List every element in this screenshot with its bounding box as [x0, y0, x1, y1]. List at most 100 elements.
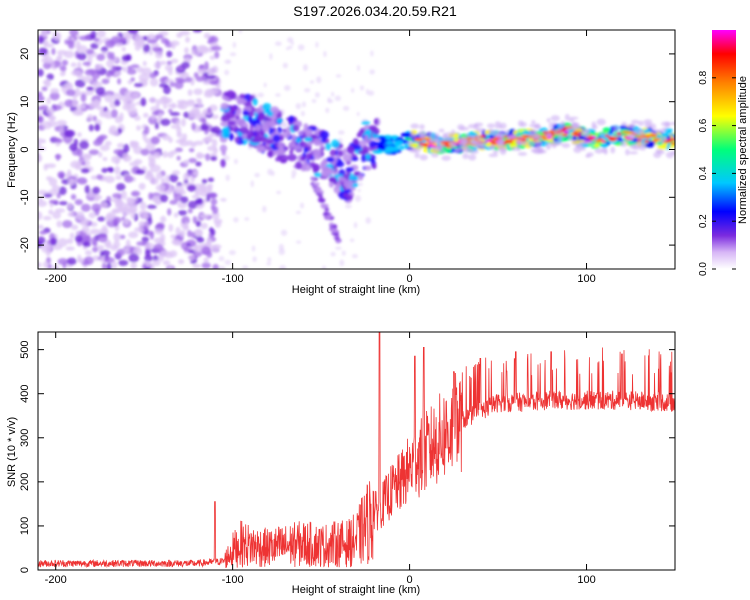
heatmap-cell: [81, 161, 86, 166]
heatmap-cell: [69, 143, 78, 152]
heatmap-cell: [207, 67, 215, 76]
heatmap-cell: [594, 147, 604, 154]
heatmap-cell: [100, 46, 108, 53]
heatmap-cell: [93, 196, 100, 202]
heatmap-cell: [88, 149, 99, 156]
heatmap-cell: [289, 149, 294, 155]
heatmap-cell: [122, 152, 129, 161]
heatmap-cell: [138, 182, 146, 190]
heatmap-cell: [204, 135, 213, 142]
heatmap-cell: [295, 210, 302, 215]
heatmap-cell: [152, 259, 161, 266]
heatmap-cell: [192, 263, 202, 269]
heatmap-cell: [342, 148, 347, 155]
heatmap-cell: [203, 32, 211, 39]
heatmap-cell: [61, 59, 69, 66]
heatmap-cell: [176, 119, 181, 126]
heatmap-cell: [169, 111, 181, 117]
heatmap-cell: [361, 120, 371, 126]
heatmap-cell: [49, 91, 60, 101]
heatmap-cell: [38, 224, 44, 230]
heatmap-cell: [126, 208, 138, 213]
heatmap-cell: [224, 69, 230, 76]
heatmap-cell: [183, 247, 190, 252]
heatmap-cell: [601, 143, 608, 148]
heatmap-cell: [531, 120, 536, 125]
heatmap-cell: [573, 146, 582, 154]
heatmap-cell: [234, 136, 240, 143]
heatmap-cell: [301, 141, 308, 148]
heatmap-cell: [476, 143, 485, 149]
snr-panel: -200 -100 0 100 0 100 200 300 400 500 Height of s…: [6, 331, 676, 596]
heatmap-cell: [90, 30, 97, 39]
heatmap-cell: [353, 222, 358, 229]
heatmap-cell: [331, 229, 339, 234]
heatmap-cell: [385, 140, 394, 145]
heatmap-cell: [541, 137, 549, 141]
heatmap-cell: [101, 225, 108, 234]
heatmap-cell: [178, 259, 185, 265]
heatmap-cell: [201, 178, 208, 184]
heatmap-cell: [653, 138, 661, 141]
heatmap-cell: [169, 199, 178, 205]
heatmap-cell: [123, 143, 130, 153]
heatmap-cell: [67, 211, 74, 217]
heatmap-cell: [58, 201, 68, 206]
heatmap-cell: [196, 204, 204, 210]
heatmap-cell: [492, 149, 499, 155]
heatmap-cell: [291, 134, 297, 143]
heatmap-cell: [160, 215, 167, 223]
heatmap-cell: [59, 71, 66, 77]
heatmap-cell: [154, 122, 159, 130]
heatmap-cell: [239, 126, 249, 134]
heatmap-cell: [121, 54, 131, 62]
heatmap-cell: [303, 146, 309, 153]
heatmap-cell: [160, 250, 171, 257]
heatmap-cell: [604, 134, 610, 138]
heatmap-cell: [657, 144, 668, 150]
heatmap-cell: [163, 104, 168, 110]
heatmap-cell: [38, 95, 45, 102]
heatmap-cell: [82, 76, 93, 83]
heatmap-cell: [130, 190, 140, 197]
heatmap-cell: [121, 190, 127, 200]
heatmap-cell: [459, 126, 470, 131]
heatmap-cell: [118, 259, 129, 266]
heatmap-cell: [550, 140, 561, 147]
heatmap-cell: [130, 77, 135, 82]
snr-ytick-label: 400: [19, 385, 31, 403]
heatmap-cell: [461, 147, 472, 153]
spectrogram-xtick-label: -200: [45, 273, 67, 285]
heatmap-cell: [192, 113, 203, 120]
heatmap-cell: [59, 65, 67, 72]
heatmap-cell: [155, 200, 161, 206]
heatmap-cell: [272, 112, 277, 121]
snr-ytick-label: 100: [19, 517, 31, 535]
heatmap-cell: [210, 198, 218, 206]
heatmap-cell: [278, 146, 285, 156]
heatmap-cell: [229, 107, 234, 114]
heatmap-cell: [187, 89, 193, 97]
heatmap-cell: [168, 67, 173, 76]
heatmap-cell: [167, 265, 173, 269]
heatmap-cell: [254, 172, 260, 178]
heatmap-cell: [43, 193, 53, 198]
heatmap-cell: [335, 160, 345, 168]
heatmap-cell: [550, 115, 560, 122]
heatmap-cell: [322, 203, 329, 208]
heatmap-cell: [92, 81, 103, 87]
heatmap-cell: [142, 44, 151, 53]
heatmap-cell: [210, 155, 218, 161]
spectrogram-ytick-label: -10: [19, 189, 31, 205]
heatmap-cell: [266, 261, 272, 266]
heatmap-cell: [191, 106, 199, 115]
heatmap-cell: [144, 125, 150, 135]
heatmap-cell: [38, 138, 44, 144]
heatmap-cell: [557, 134, 563, 142]
heatmap-cell: [357, 150, 368, 155]
heatmap-cell: [77, 148, 83, 158]
heatmap-cell: [288, 115, 295, 124]
heatmap-cell: [643, 128, 652, 133]
heatmap-cell: [196, 237, 205, 243]
